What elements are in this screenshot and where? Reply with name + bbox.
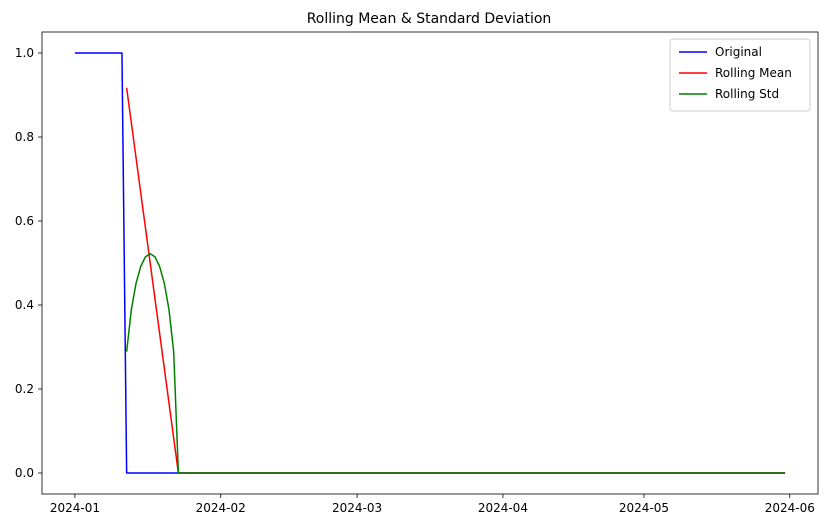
y-tick-label: 0.2 [15, 382, 34, 396]
series-line-rolling-std [125, 253, 786, 474]
y-tick-label: 0.6 [15, 214, 34, 228]
y-tick-label: 0.0 [15, 466, 34, 480]
plot-area: 2024-01 2024-02 2024-03 2024-04 2024-05 2024-… [15, 31, 819, 515]
x-tick-label: 2024-05 [619, 501, 669, 515]
x-axis: 2024-01 2024-02 2024-03 2024-04 2024-05 2024-… [50, 494, 815, 515]
x-tick-label: 2024-03 [332, 501, 382, 515]
x-tick-label: 2024-06 [765, 501, 815, 515]
plot-frame [41, 31, 819, 495]
x-tick-label: 2024-01 [50, 501, 100, 515]
legend: Original Rolling Mean Rolling Std [669, 38, 811, 112]
legend-label: Rolling Mean [715, 66, 792, 80]
legend-label: Original [715, 45, 762, 59]
y-tick-label: 0.4 [15, 298, 34, 312]
legend-label: Rolling Std [715, 87, 779, 101]
x-tick-label: 2024-02 [196, 501, 246, 515]
y-tick-label: 0.8 [15, 130, 34, 144]
legend-box [669, 38, 811, 112]
x-tick-label: 2024-04 [478, 501, 528, 515]
chart-title: Rolling Mean & Standard Deviation [307, 11, 552, 27]
series-layer [74, 52, 786, 474]
y-tick-label: 1.0 [15, 46, 34, 60]
y-axis: 0.0 0.2 0.4 0.6 0.8 1.0 [15, 46, 42, 480]
